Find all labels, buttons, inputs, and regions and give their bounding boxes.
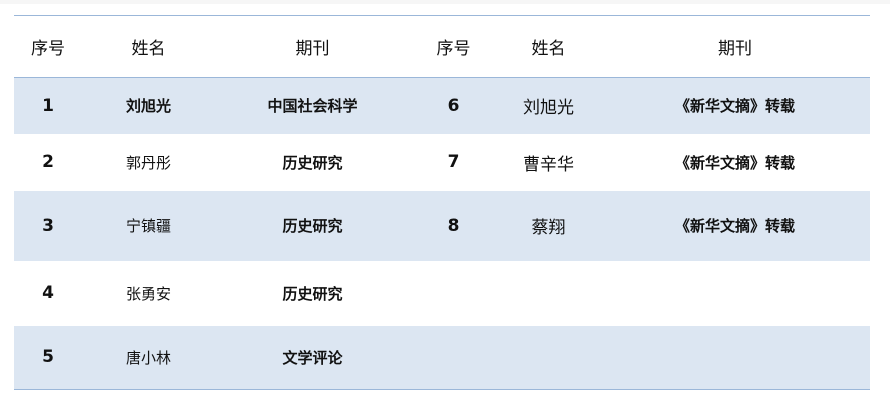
table-row: 4 张勇安 历史研究 [14, 261, 870, 326]
cell-no-2: 7 [447, 152, 460, 172]
journal-table: 序号 姓名 期刊 序号 姓名 期刊 1 刘旭光 中国社会科学 6 刘旭光 《新华… [14, 15, 870, 390]
cell-journal: 历史研究 [282, 284, 343, 303]
cell-name: 宁镇疆 [82, 190, 215, 261]
cell-name: 唐小林 [82, 325, 215, 390]
cell-journal-2: 《新华文摘》转载 [600, 77, 870, 134]
cell-journal-2 [600, 261, 870, 326]
cell-name-2: 蔡翔 [497, 190, 600, 261]
cell-name-2 [497, 325, 600, 390]
header-journal: 期刊 [295, 39, 330, 59]
cell-name-2 [497, 261, 600, 326]
cell-journal-2 [600, 325, 870, 390]
header-name: 姓名 [131, 39, 166, 59]
cell-journal: 历史研究 [282, 153, 343, 172]
header-no: 序号 [31, 39, 65, 59]
cell-journal-2: 《新华文摘》转载 [674, 153, 795, 172]
cell-no-2 [410, 325, 497, 390]
cell-journal: 中国社会科学 [215, 77, 410, 134]
cell-journal: 文学评论 [215, 325, 410, 390]
cell-name: 刘旭光 [82, 77, 215, 134]
cell-name: 张勇安 [125, 284, 171, 303]
cell-no-2: 6 [410, 77, 497, 134]
top-strip [0, 0, 890, 4]
header-no-2: 序号 [436, 39, 471, 59]
cell-no-2 [410, 261, 497, 326]
table-row: 3 宁镇疆 历史研究 8 蔡翔 《新华文摘》转载 [14, 190, 870, 261]
cell-journal: 历史研究 [215, 190, 410, 261]
cell-no: 2 [42, 152, 54, 172]
cell-name-2: 刘旭光 [497, 77, 600, 134]
cell-name-2: 曹辛华 [523, 154, 574, 175]
cell-no: 5 [14, 325, 82, 390]
cell-no: 3 [14, 190, 82, 261]
table-row: 1 刘旭光 中国社会科学 6 刘旭光 《新华文摘》转载 [14, 77, 870, 134]
table-row: 2 郭丹彤 历史研究 7 曹辛华 《新华文摘》转载 [14, 134, 870, 191]
cell-journal-2: 《新华文摘》转载 [600, 190, 870, 261]
table-row: 5 唐小林 文学评论 [14, 325, 870, 390]
header-journal-2: 期刊 [718, 39, 752, 59]
cell-no: 4 [42, 283, 54, 303]
cell-no: 1 [14, 77, 82, 134]
cell-name: 郭丹彤 [125, 153, 171, 172]
cell-no-2: 8 [410, 190, 497, 261]
header-row: 序号 姓名 期刊 序号 姓名 期刊 [14, 15, 870, 78]
header-name-2: 姓名 [531, 39, 566, 59]
